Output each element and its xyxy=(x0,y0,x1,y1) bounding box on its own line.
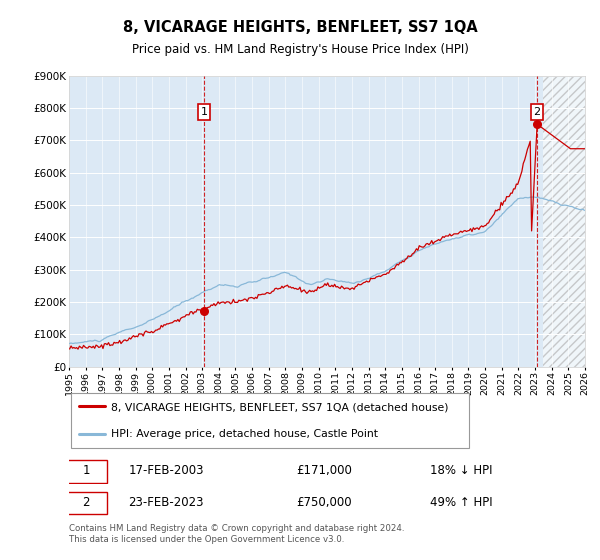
FancyBboxPatch shape xyxy=(65,492,107,515)
Text: Contains HM Land Registry data © Crown copyright and database right 2024.
This d: Contains HM Land Registry data © Crown c… xyxy=(69,524,404,544)
Text: 8, VICARAGE HEIGHTS, BENFLEET, SS7 1QA: 8, VICARAGE HEIGHTS, BENFLEET, SS7 1QA xyxy=(122,20,478,35)
Text: £171,000: £171,000 xyxy=(296,464,352,478)
Text: 17-FEB-2003: 17-FEB-2003 xyxy=(128,464,204,478)
Text: 1: 1 xyxy=(82,464,90,478)
Text: 2: 2 xyxy=(533,107,541,117)
Text: HPI: Average price, detached house, Castle Point: HPI: Average price, detached house, Cast… xyxy=(111,430,378,440)
FancyBboxPatch shape xyxy=(71,393,469,449)
Text: Price paid vs. HM Land Registry's House Price Index (HPI): Price paid vs. HM Land Registry's House … xyxy=(131,43,469,56)
FancyBboxPatch shape xyxy=(65,460,107,483)
Text: 49% ↑ HPI: 49% ↑ HPI xyxy=(430,496,493,510)
Text: 23-FEB-2023: 23-FEB-2023 xyxy=(128,496,204,510)
Text: 8, VICARAGE HEIGHTS, BENFLEET, SS7 1QA (detached house): 8, VICARAGE HEIGHTS, BENFLEET, SS7 1QA (… xyxy=(111,402,449,412)
Bar xyxy=(544,76,585,367)
Text: 18% ↓ HPI: 18% ↓ HPI xyxy=(430,464,493,478)
Text: £750,000: £750,000 xyxy=(296,496,352,510)
Text: 1: 1 xyxy=(200,107,208,117)
Text: 2: 2 xyxy=(82,496,90,510)
